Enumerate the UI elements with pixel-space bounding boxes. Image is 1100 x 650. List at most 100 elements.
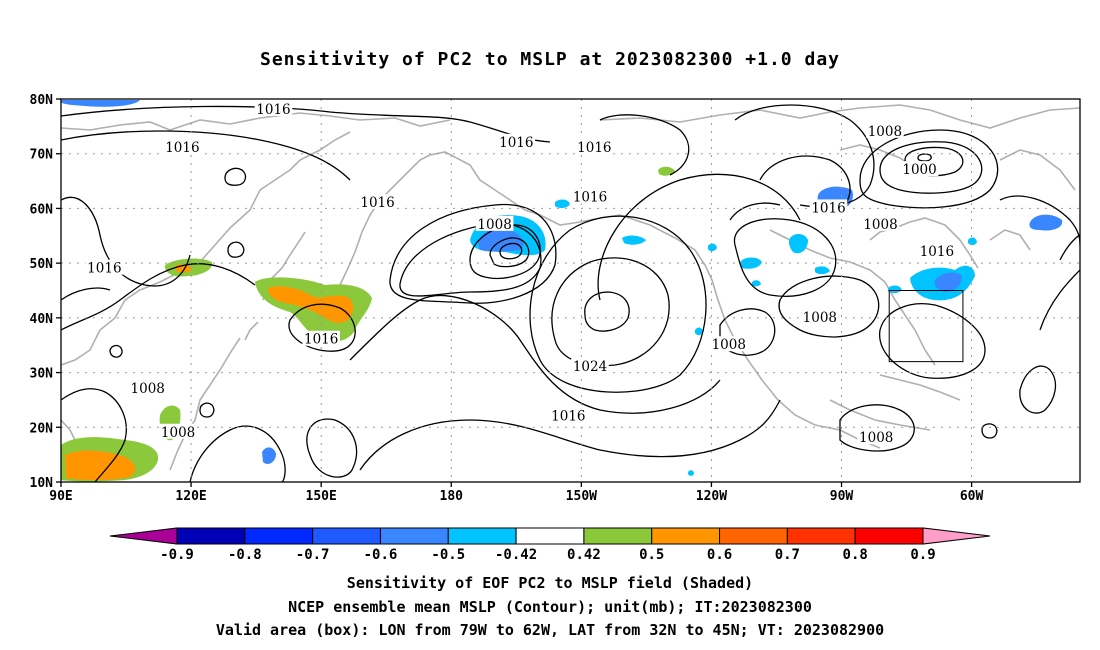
contour-label-bg [801, 308, 839, 324]
contour-label: 1016 [577, 140, 611, 156]
lat-tick-label: 40N [30, 312, 54, 327]
negative-sensitivity-area [688, 470, 694, 476]
contour-label: 1008 [859, 430, 893, 446]
negative-sensitivity-core [61, 100, 140, 107]
caption-line-1: Sensitivity of EOF PC2 to MSLP field (Sh… [346, 574, 754, 592]
negative-sensitivity-core [934, 272, 962, 292]
contour-label-bg [128, 379, 167, 395]
lat-tick-label: 70N [30, 148, 54, 163]
contour-label: 1016 [304, 332, 338, 348]
color-bar: -0.9 -0.8 -0.7 -0.6 -0.5 -0.42 0.42 0.5 0.6 0.7 0.… [109, 527, 991, 563]
contour-label: 1000 [902, 162, 936, 178]
colorbar-segment [379, 527, 449, 545]
contour-label-bg [861, 215, 900, 231]
positive-sensitivity-area [658, 166, 675, 176]
contour-label: 1016 [573, 189, 607, 205]
contour-label-bg [571, 188, 609, 204]
colorbar-label: 0.6 [707, 547, 732, 563]
negative-sensitivity-area [695, 327, 703, 336]
colorbar-segment [719, 527, 788, 545]
contour-label: 1008 [161, 425, 195, 441]
negative-sensitivity-area [888, 285, 902, 294]
contour-label: 1016 [87, 261, 121, 277]
colorbar-segment [651, 527, 721, 545]
negative-sensitivity-area [555, 199, 570, 209]
contour-label-bg [475, 215, 514, 231]
lon-tick-label: 120W [696, 489, 727, 504]
negative-sensitivity-area [789, 234, 808, 254]
negative-sensitivity-area [622, 235, 646, 245]
lat-tick-label: 10N [30, 476, 54, 491]
contour-label-bg [900, 161, 939, 177]
caption-line-3: Valid area (box): LON from 79W to 62W, L… [215, 621, 885, 639]
colorbar-under-triangle [109, 527, 178, 545]
lon-tick-label: 60W [960, 489, 984, 504]
lat-tick-label: 80N [30, 93, 54, 108]
lon-tick-label: 150W [566, 489, 597, 504]
lon-tick-label: 150E [306, 489, 337, 504]
lat-tick-label: 50N [30, 257, 54, 272]
contour-label: 1016 [256, 102, 290, 118]
contour-label-bg [159, 423, 197, 439]
colorbar-over-triangle [922, 527, 991, 545]
negative-sensitivity-core [1029, 214, 1063, 231]
lon-tick-label: 90W [830, 489, 854, 504]
contour-label-bg [549, 407, 588, 423]
contour-label-bg [709, 336, 748, 352]
map-frame [60, 98, 1081, 483]
lon-tick-label: 180 [440, 489, 464, 504]
negative-sensitivity-core [262, 447, 276, 465]
contour-label-bg [575, 139, 614, 155]
contour-label: 1008 [868, 124, 902, 140]
contour-label: 1016 [165, 140, 199, 156]
contour-label: 1008 [863, 217, 897, 233]
contour-label: 1008 [712, 337, 746, 353]
contour-label: 1008 [131, 381, 165, 397]
positive-sensitivity-core [268, 286, 354, 323]
caption-line-2: NCEP ensemble mean MSLP (Contour); unit(… [288, 598, 812, 616]
colorbar-label: 0.5 [639, 547, 664, 563]
valid-area-box [888, 290, 964, 363]
colorbar-label: -0.8 [228, 547, 262, 563]
colorbar-label: -0.9 [160, 547, 194, 563]
lat-tick-label: 30N [30, 367, 54, 382]
contour-label-bg [85, 259, 124, 275]
contour-label-bg [571, 358, 609, 374]
contour-label: 1024 [573, 359, 607, 375]
gridlines [61, 99, 1080, 482]
colorbar-label: -0.7 [296, 547, 330, 563]
colorbar-label: -0.6 [364, 547, 398, 563]
contour-label-bg [918, 243, 956, 259]
lat-tick-label: 20N [30, 421, 54, 436]
contour-label: 1008 [477, 217, 511, 233]
contour-label: 1016 [811, 200, 845, 216]
negative-sensitivity-area [968, 237, 977, 246]
contour-label: 1016 [360, 195, 394, 211]
colorbar-segment [786, 527, 856, 545]
sensitivity-shading [61, 100, 1063, 482]
contour-label-bg [163, 139, 202, 155]
contour-label-bg [866, 122, 904, 138]
contour-label-bg [358, 193, 397, 209]
negative-sensitivity-area [752, 280, 761, 287]
negative-sensitivity-area [815, 266, 830, 275]
contour-label: 1008 [803, 310, 837, 326]
contour-label-bg [857, 429, 895, 445]
colorbar-segment [312, 527, 381, 545]
colorbar-segment [176, 527, 246, 545]
contour-labels: 1016 1016 1016 1016 1016 1016 1016 1016 1016 1016… [85, 100, 956, 446]
colorbar-segment [854, 527, 924, 545]
positive-sensitivity-core [65, 450, 136, 481]
lon-tick-label: 120E [175, 489, 206, 504]
colorbar-label: -0.42 [495, 547, 537, 563]
negative-sensitivity-area [708, 243, 717, 252]
contour-label-bg [497, 133, 536, 149]
colorbar-label: -0.5 [431, 547, 465, 563]
lon-tick-label: 90E [49, 489, 72, 504]
map-title: Sensitivity of PC2 to MSLP at 2023082300… [259, 49, 840, 70]
colorbar-label: 0.7 [775, 547, 800, 563]
colorbar-label: 0.42 [567, 547, 601, 563]
lat-tick-label: 60N [30, 202, 54, 217]
